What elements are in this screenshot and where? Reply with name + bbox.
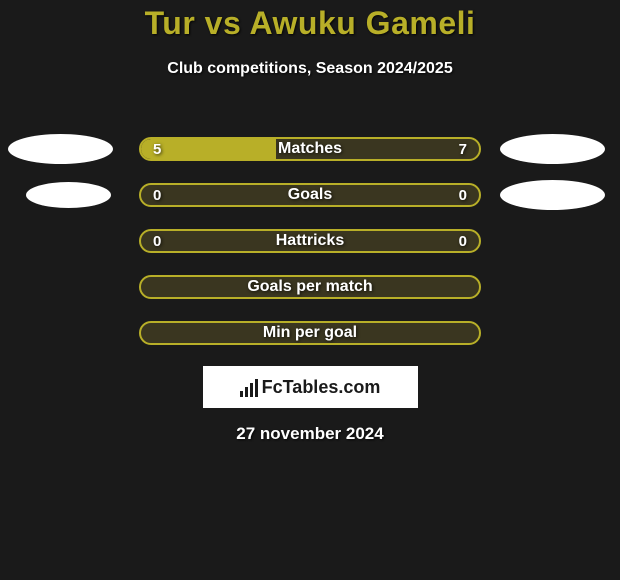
- stat-label: Matches: [278, 140, 342, 158]
- stats-area: 5 7 Matches 0 0 Goals 0 0 Hattricks Goals per mat…: [0, 126, 620, 356]
- brand-logo: FcTables.com: [240, 377, 381, 398]
- stat-bar: Min per goal: [139, 321, 481, 345]
- stat-bar: Goals per match: [139, 275, 481, 299]
- stat-row: 0 0 Hattricks: [0, 218, 620, 264]
- stat-value-left: 0: [153, 187, 161, 204]
- stat-value-left: 5: [153, 141, 161, 158]
- stat-bar: 5 7 Matches: [139, 137, 481, 161]
- chart-icon: [240, 377, 258, 397]
- stat-value-right: 0: [459, 187, 467, 204]
- stat-bar: 0 0 Goals: [139, 183, 481, 207]
- stat-label: Hattricks: [276, 232, 344, 250]
- stat-value-right: 7: [459, 141, 467, 158]
- brand-text: FcTables.com: [262, 377, 381, 398]
- stat-label: Min per goal: [263, 324, 357, 342]
- stat-row: Goals per match: [0, 264, 620, 310]
- stat-label: Goals: [288, 186, 332, 204]
- player-logo-right: [500, 134, 605, 164]
- stat-row: 5 7 Matches: [0, 126, 620, 172]
- stat-row: 0 0 Goals: [0, 172, 620, 218]
- player-logo-right: [500, 180, 605, 210]
- stat-bar: 0 0 Hattricks: [139, 229, 481, 253]
- player-logo-left: [26, 182, 111, 208]
- player-logo-left: [8, 134, 113, 164]
- date-text: 27 november 2024: [0, 424, 620, 444]
- stat-value-right: 0: [459, 233, 467, 250]
- comparison-card: Tur vs Awuku Gameli Club competitions, S…: [0, 0, 620, 444]
- stat-value-left: 0: [153, 233, 161, 250]
- page-title: Tur vs Awuku Gameli: [0, 5, 620, 42]
- brand-logo-box: FcTables.com: [203, 366, 418, 408]
- stat-label: Goals per match: [247, 278, 372, 296]
- stat-row: Min per goal: [0, 310, 620, 356]
- page-subtitle: Club competitions, Season 2024/2025: [0, 60, 620, 78]
